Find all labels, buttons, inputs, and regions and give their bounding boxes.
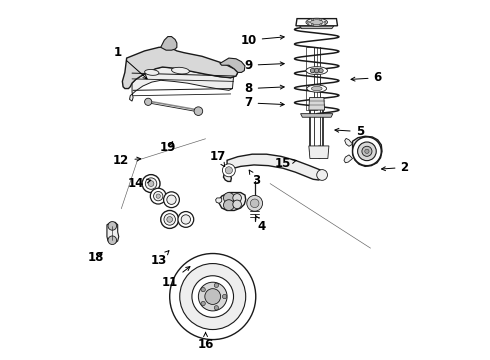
Text: 7: 7 [245,96,284,109]
Circle shape [161,211,179,228]
Polygon shape [309,98,324,110]
Polygon shape [107,222,119,243]
Circle shape [150,188,166,204]
Circle shape [108,236,117,244]
Ellipse shape [306,67,327,75]
Circle shape [320,19,322,21]
Text: 8: 8 [245,82,284,95]
Text: 18: 18 [88,251,104,264]
Ellipse shape [145,69,159,75]
Circle shape [319,68,323,73]
Polygon shape [300,114,333,117]
Ellipse shape [311,68,323,73]
Circle shape [198,282,227,311]
Circle shape [156,194,160,198]
Circle shape [145,98,152,105]
Ellipse shape [306,18,327,26]
Circle shape [250,199,259,208]
Circle shape [164,214,175,225]
Polygon shape [309,146,329,158]
Polygon shape [219,193,245,211]
Text: 14: 14 [127,177,151,190]
Circle shape [317,170,327,180]
Text: 19: 19 [160,141,176,154]
Circle shape [247,195,263,211]
Polygon shape [122,47,238,89]
Circle shape [233,194,242,202]
Text: 3: 3 [249,170,260,186]
Text: 5: 5 [335,125,364,138]
Polygon shape [129,67,238,101]
Circle shape [214,283,219,287]
Circle shape [358,142,376,161]
Text: 16: 16 [197,333,214,351]
Circle shape [205,289,220,305]
Text: 6: 6 [351,71,382,84]
Circle shape [223,200,234,211]
Circle shape [108,222,117,230]
Circle shape [324,21,326,23]
Circle shape [201,301,205,306]
Circle shape [148,181,154,186]
Circle shape [142,175,160,193]
Text: 9: 9 [245,59,284,72]
Circle shape [192,276,234,318]
Circle shape [362,146,372,156]
Polygon shape [344,138,353,146]
Circle shape [178,212,194,227]
Circle shape [146,178,157,189]
Circle shape [225,167,232,174]
Circle shape [310,68,315,73]
Circle shape [320,24,322,26]
Circle shape [233,200,242,209]
Circle shape [222,294,227,299]
Circle shape [222,164,235,177]
Text: 12: 12 [113,154,141,167]
Polygon shape [344,155,353,163]
Circle shape [312,19,314,21]
Text: 2: 2 [382,161,409,174]
Circle shape [353,137,381,166]
Ellipse shape [172,67,190,74]
Circle shape [201,287,205,292]
Circle shape [181,215,191,224]
Polygon shape [299,26,334,29]
Text: 15: 15 [274,157,296,170]
Text: 11: 11 [162,267,190,289]
Text: 4: 4 [255,215,265,233]
Circle shape [153,192,163,201]
Text: 17: 17 [210,150,226,167]
Polygon shape [161,37,177,50]
Ellipse shape [307,85,326,92]
Circle shape [170,253,256,339]
Text: 1: 1 [114,46,147,79]
Text: 13: 13 [151,251,169,267]
Polygon shape [220,58,245,72]
Polygon shape [296,19,338,26]
Circle shape [214,306,219,310]
Circle shape [164,192,179,208]
Polygon shape [216,198,221,203]
Ellipse shape [311,86,322,91]
Circle shape [315,68,319,73]
Text: 10: 10 [241,33,284,47]
Polygon shape [223,154,324,181]
Circle shape [180,264,245,329]
Circle shape [365,149,369,153]
Circle shape [307,21,310,23]
Circle shape [194,107,203,116]
Polygon shape [353,136,382,166]
Circle shape [312,24,314,26]
Circle shape [167,217,172,222]
Circle shape [167,195,176,204]
Circle shape [223,193,234,203]
Ellipse shape [311,20,323,25]
